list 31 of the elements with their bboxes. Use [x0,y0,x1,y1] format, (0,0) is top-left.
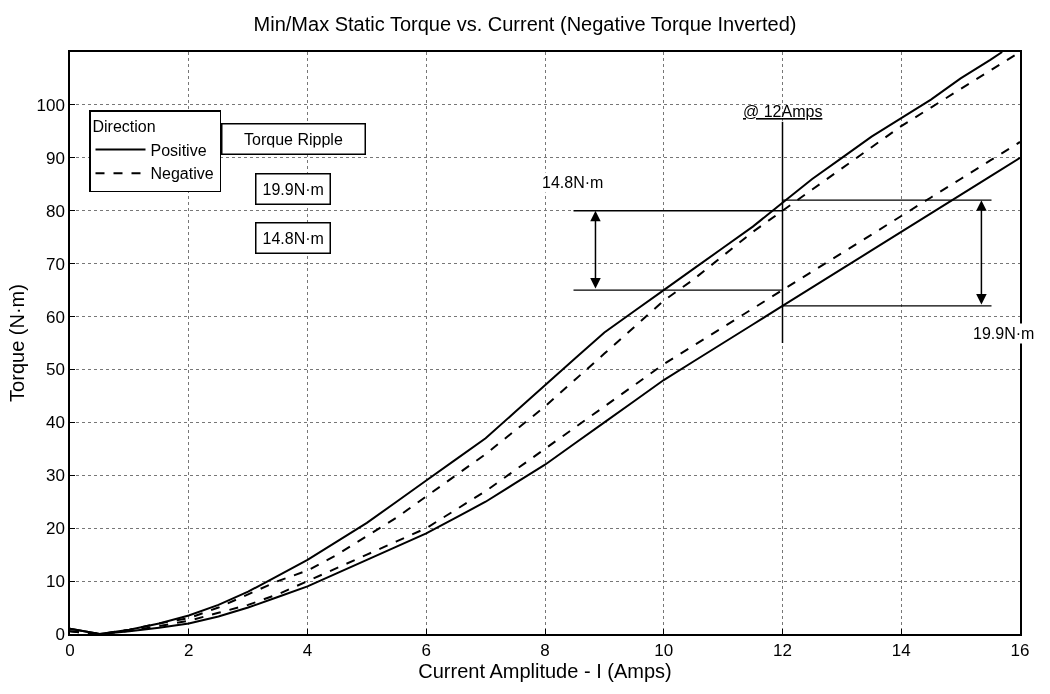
y-tick-label: 40 [45,413,65,433]
y-tick-label: 60 [45,307,65,327]
x-tick-label: 2 [184,641,194,661]
y-tick-label: 0 [55,624,65,644]
y-tick-label: 50 [45,360,65,380]
y-tick-label: 90 [45,148,65,168]
annotation: 14.8N·m [542,174,604,191]
y-tick-label: 20 [45,519,65,539]
y-tick-label: 100 [36,95,65,115]
y-tick-label: 80 [45,201,65,221]
x-tick-label: 14 [891,641,911,661]
chart-title: Min/Max Static Torque vs. Current (Negative Torque Inverted) [253,13,797,36]
y-tick-label: 30 [45,466,65,486]
x-tick-label: 8 [540,641,550,661]
x-tick-label: 10 [654,641,674,661]
legend-label: Positive [150,141,207,159]
annotation: 19.9N·m [973,325,1035,342]
annotation: 14.8N·m [262,229,324,247]
y-axis-title: Torque (N·m) [6,284,29,402]
legend-title: Direction [92,118,156,136]
x-tick-label: 4 [302,641,313,661]
x-tick-label: 16 [1010,641,1030,661]
x-tick-label: 12 [773,641,792,661]
x-tick-label: 6 [421,641,431,661]
y-tick-label: 10 [45,572,65,592]
ref-line-label: @ 12Amps [743,103,823,120]
annotation: 19.9N·m [262,180,324,198]
x-axis-title: Current Amplitude - I (Amps) [418,660,672,683]
annotation: Torque Ripple [244,130,343,148]
y-tick-label: 70 [45,254,65,274]
legend-label: Negative [150,165,214,183]
